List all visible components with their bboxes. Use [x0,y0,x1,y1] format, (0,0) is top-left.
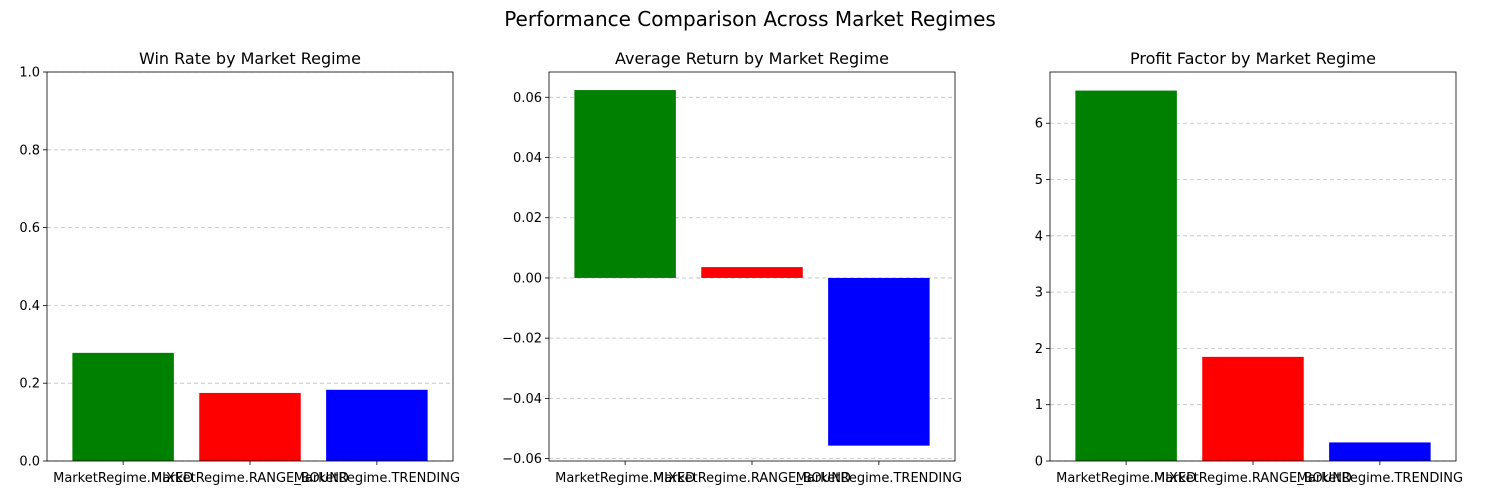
bar-marketregime-range-bound [1202,356,1304,461]
y-tick-label: 3 [1035,286,1043,301]
chart-panel-3: Profit Factor by Market Regime 0 1 2 3 4 5 6 Mar… [1035,49,1463,486]
y-tick-label: 0.4 [19,299,40,314]
x-tick-label: MarketRegime.RANGE_BOUND [151,471,349,486]
chart-title: Win Rate by Market Regime [139,49,361,68]
axes-frame [548,71,956,462]
chart-panels: Win Rate by Market Regime 0.0 0.2 0.4 0.6 0.8… [19,49,1463,486]
x-tick-label: MarketRegime.TRENDING [1297,471,1463,486]
y-tick-label: 0.6 [19,221,40,236]
x-tick-label: MarketRegime.TRENDING [796,471,962,486]
y-tick-label: 1.0 [19,66,40,81]
y-tick-label: 6 [1035,117,1043,132]
chart-title: Average Return by Market Regime [615,49,889,68]
bar-marketregime-trending [1329,442,1431,461]
bar-marketregime-trending [828,277,930,446]
y-tick-label: −0.04 [502,392,542,407]
y-tick-label: 0.0 [19,455,40,470]
y-tick-label: 4 [1035,229,1043,244]
y-tick-label: 0.02 [513,211,542,226]
bar-marketregime-mixed [72,352,174,461]
x-tick-label: MarketRegime.MIXED [53,471,193,486]
y-tick-label: 5 [1035,173,1043,188]
bar-marketregime-mixed [1075,90,1177,461]
chart-panel-2: Average Return by Market Regime −0.06 −0.0… [502,49,962,486]
bar-marketregime-range-bound [199,392,301,461]
y-tick-label: −0.06 [502,452,542,467]
x-tick-label: MarketRegime.TRENDING [294,471,460,486]
x-tick-label: MarketRegime.RANGE_BOUND [653,471,851,486]
figure-title: Performance Comparison Across Market Reg… [504,7,996,31]
y-tick-label: 0.2 [19,377,40,392]
y-tick-label: 1 [1035,398,1043,413]
bar-marketregime-range-bound [701,267,803,278]
x-tick-label: MarketRegime.RANGE_BOUND [1154,471,1352,486]
bar-marketregime-mixed [574,90,676,278]
y-tick-label: 0.06 [513,91,542,106]
y-tick-label: 0 [1035,455,1043,470]
axes-frame [46,71,454,462]
y-tick-label: 0.8 [19,143,40,158]
y-tick-label: 2 [1035,342,1043,357]
axes-frame [1049,71,1457,462]
y-tick-label: 0.00 [513,271,542,286]
bar-marketregime-trending [326,389,428,461]
y-tick-label: 0.04 [513,151,542,166]
chart-title: Profit Factor by Market Regime [1130,49,1376,68]
y-tick-label: −0.02 [502,332,542,347]
chart-panel-1: Win Rate by Market Regime 0.0 0.2 0.4 0.6 0.8… [19,49,460,486]
x-tick-label: MarketRegime.MIXED [555,471,695,486]
x-tick-label: MarketRegime.MIXED [1056,471,1196,486]
